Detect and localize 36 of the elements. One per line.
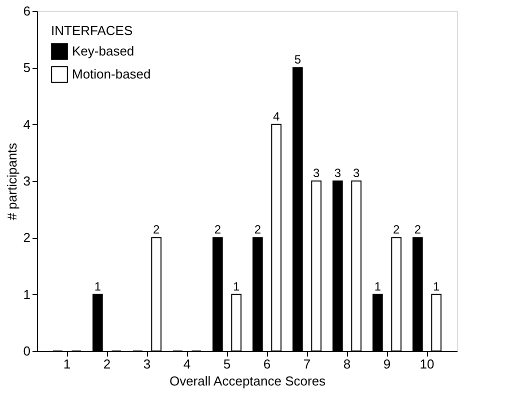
x-tick-label: 3 (143, 356, 151, 372)
data-label: 1 (374, 279, 382, 294)
x-tick-label: 10 (420, 356, 434, 372)
x-axis-title: Overall Acceptance Scores (169, 374, 326, 388)
y-tick-label: 3 (23, 174, 30, 188)
x-tick-label: 6 (263, 356, 271, 372)
data-label: 2 (214, 222, 222, 237)
y-tick-label: 4 (23, 116, 30, 132)
y-tick-label: 6 (23, 4, 30, 18)
x-tick-label: 1 (63, 356, 71, 372)
data-label: 3 (334, 166, 342, 180)
data-label: 2 (152, 222, 160, 237)
x-tick-label: 5 (223, 356, 231, 372)
x-tick-label: 2 (103, 356, 111, 372)
y-axis-title: # participants (4, 142, 20, 220)
data-label: 3 (312, 166, 320, 180)
y-tick-label: 0 (23, 344, 30, 358)
legend-title: INTERFACES (51, 23, 133, 38)
y-tick-label: 5 (23, 60, 30, 76)
data-label: 4 (272, 109, 280, 124)
data-label: 2 (414, 222, 422, 237)
data-label: 2 (392, 222, 400, 237)
data-label: 1 (432, 279, 440, 294)
x-tick-label: 8 (343, 356, 351, 372)
y-tick-label: 2 (23, 230, 30, 246)
y-tick-label: 1 (23, 286, 30, 302)
legend-label: Key-based (72, 44, 134, 58)
data-label: 1 (94, 279, 102, 294)
data-label: 2 (254, 222, 262, 237)
x-tick-label: 4 (183, 356, 191, 372)
x-tick-label: 7 (303, 356, 311, 372)
data-label: 5 (294, 52, 302, 67)
data-label: 3 (352, 166, 360, 180)
data-label: 1 (232, 279, 240, 294)
x-tick-label: 9 (383, 356, 391, 372)
legend-label: Motion-based (72, 66, 151, 82)
